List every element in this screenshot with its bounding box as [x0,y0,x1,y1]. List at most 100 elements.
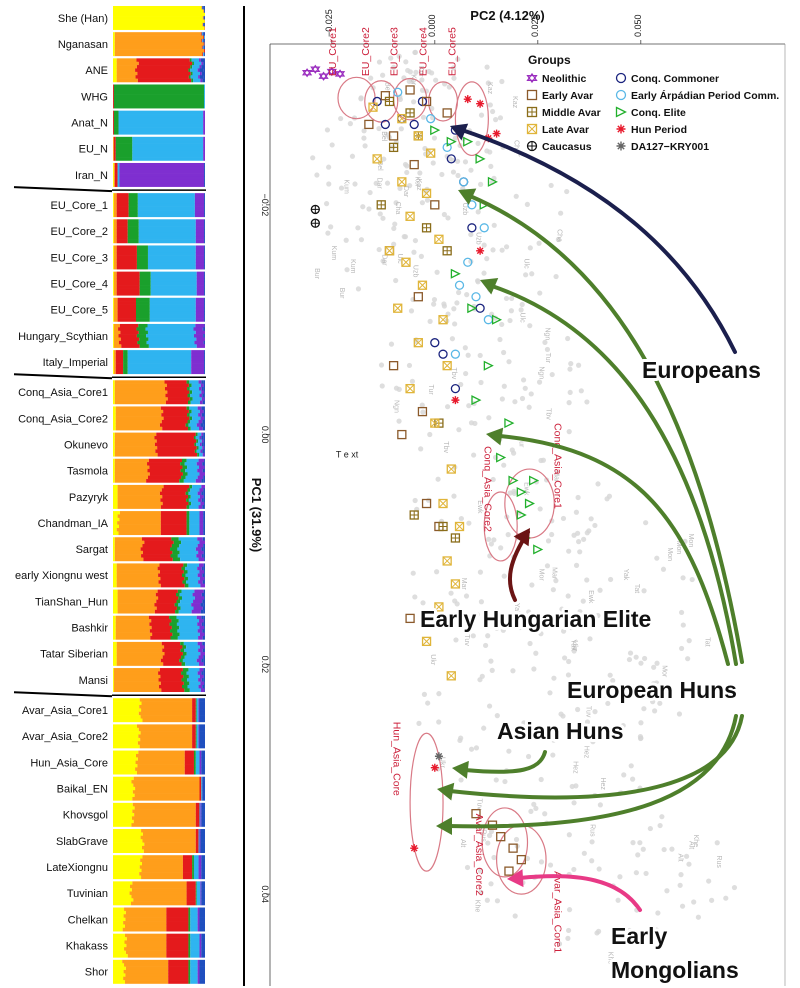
reference-label: Bur [313,268,320,280]
admix-segment [204,98,205,102]
annotation-arrow [446,714,738,829]
marker-shape [405,211,415,221]
admix-segment [195,226,205,230]
marker-shape [397,114,407,124]
admix-segment [204,239,205,244]
reference-sample [568,624,574,631]
admix-segment [186,517,190,522]
admix-segment [194,442,197,447]
admix-segment [113,599,118,604]
admix-segment [161,413,188,417]
marker-shape [526,72,538,81]
data-point [479,223,489,233]
admix-segment [113,383,115,388]
marker-shape [311,205,320,214]
admix-segment [113,872,140,876]
data-point [397,429,407,440]
annotation-halo: European Huns [567,677,737,703]
admix-segment [113,169,114,174]
admix-segment [166,943,189,948]
admix-segment [177,636,199,640]
admix-segment [116,641,162,646]
admix-segment [133,783,200,788]
admix-segment [113,596,118,601]
admix-segment [132,790,200,794]
admix-segment [124,924,167,929]
admix-segment [198,701,200,706]
admix-segment [113,22,203,27]
admix-segment [195,239,205,244]
admix-segment [203,340,205,345]
admix-segment [197,976,200,981]
reference-label: Bel [383,82,390,93]
admix-segment [144,540,174,545]
data-point [458,177,469,187]
admix-segment [136,753,185,758]
reference-sample [358,95,364,101]
admix-segment [200,881,202,886]
admix-segment [113,297,118,302]
marker-shape [405,85,415,95]
reference-sample [392,221,398,227]
admix-segment [113,271,114,276]
admix-segment [115,406,161,411]
marker-shape [318,73,329,81]
admix-segment [140,737,193,742]
admix-segment [114,166,118,171]
admix-segment [194,206,205,211]
admix-segment [113,648,117,653]
admix-segment [116,271,140,276]
admix-segment [115,146,133,151]
reference-label: Mar [550,567,557,580]
admix-segment [113,281,117,286]
marker-shape [380,119,391,130]
reference-sample [325,230,331,236]
admix-segment [202,462,205,466]
marker-shape [397,177,407,187]
data-point [476,246,485,255]
data-point [438,349,448,359]
admix-segment [116,645,165,649]
data-point [516,509,527,521]
admix-segment [204,196,205,201]
admix-segment [113,199,114,204]
admix-segment [114,380,165,384]
data-point [310,64,321,74]
reference-sample [581,850,587,856]
admix-segment [184,750,194,755]
admix-segment [115,416,164,421]
admix-segment [199,933,202,938]
marker-shape [442,108,452,118]
admix-segment [204,91,205,95]
reference-sample [431,301,437,307]
admix-segment [154,609,176,614]
admix-segment [113,203,117,207]
admix-segment [192,858,194,863]
admix-segment [193,760,196,765]
reference-sample [497,115,504,121]
data-point [417,406,428,417]
x-axis-title: PC2 (4.12%) [470,8,544,23]
marker-shape [442,556,452,566]
admix-segment [199,645,205,649]
admix-segment [204,596,205,601]
admix-segment [195,832,199,837]
data-point [504,866,514,876]
admix-segment [124,947,167,951]
marker-shape [421,498,432,509]
admix-segment [113,796,133,801]
admix-segment [197,491,202,496]
admix-segment [114,173,118,177]
reference-sample [626,927,633,934]
marker-shape [615,72,627,84]
reference-label: Ukr [571,640,578,652]
admix-segment [113,337,121,342]
admix-segment [149,297,196,302]
admix-segment [186,652,201,656]
admix-segment [199,495,204,499]
admix-segment [137,78,192,83]
admix-segment [190,914,198,918]
admix-segment [127,370,192,375]
reference-sample [368,75,374,81]
admix-segment [113,91,114,95]
